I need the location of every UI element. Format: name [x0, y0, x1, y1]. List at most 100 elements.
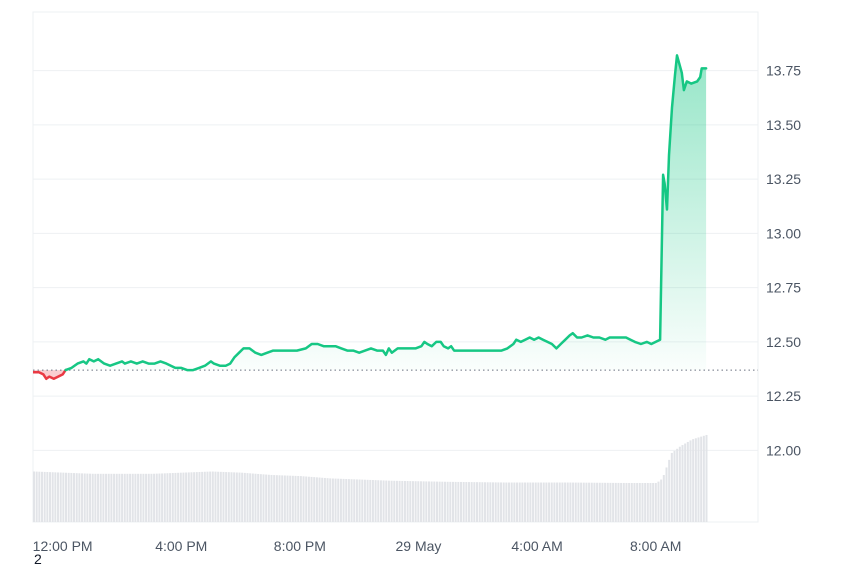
volume-bar: [590, 482, 593, 522]
volume-bar: [548, 482, 551, 522]
volume-bar: [670, 452, 673, 522]
volume-bar: [430, 481, 433, 522]
volume-bar: [694, 438, 697, 522]
volume-bar: [705, 434, 708, 522]
volume-bar: [622, 482, 625, 522]
volume-bar: [545, 482, 548, 522]
volume-bar: [577, 482, 580, 522]
volume-bar: [481, 482, 484, 522]
volume-bar: [422, 481, 425, 522]
volume-bar: [251, 473, 254, 522]
volume-bar: [313, 477, 316, 522]
y-tick-label: 13.50: [766, 117, 801, 133]
volume-bar: [265, 474, 268, 522]
volume-bar: [553, 482, 556, 522]
volume-bar: [454, 481, 457, 522]
volume-bar: [129, 473, 132, 522]
y-tick-label: 12.75: [766, 280, 801, 296]
volume-bar: [342, 478, 345, 522]
volume-bar: [147, 473, 150, 522]
volume-bar: [222, 471, 225, 522]
volume-bar: [110, 473, 113, 522]
volume-bar: [414, 481, 417, 522]
volume-bar: [526, 482, 529, 522]
volume-bar: [374, 480, 377, 522]
volume-bar: [574, 482, 577, 522]
volume-bar: [115, 473, 118, 522]
volume-bar: [697, 437, 700, 522]
volume-bar: [294, 475, 297, 522]
volume-bar: [142, 473, 145, 522]
volume-bar: [582, 482, 585, 522]
volume-bar: [494, 482, 497, 522]
y-tick-label: 13.00: [766, 225, 801, 241]
volume-bar: [371, 480, 374, 522]
volume-bar: [195, 472, 198, 522]
volume-bar: [62, 472, 65, 522]
volume-bar: [387, 480, 390, 522]
volume-bar: [307, 476, 310, 522]
volume-bar: [398, 480, 401, 522]
volume-bar: [201, 471, 204, 522]
area-up: [65, 55, 707, 371]
line-down-segment: [33, 368, 67, 381]
footnote-label: 2: [34, 551, 42, 567]
volume-bar: [550, 482, 553, 522]
volume-bar: [123, 473, 126, 522]
volume-bar: [350, 479, 353, 522]
volume-bar: [644, 482, 647, 522]
volume-bar: [67, 472, 70, 522]
volume-bar: [558, 482, 561, 522]
volume-bar: [625, 482, 628, 522]
x-tick-label: 29 May: [396, 538, 442, 554]
volume-bar: [70, 472, 73, 522]
volume-bar: [153, 473, 156, 522]
volume-bar: [57, 472, 60, 522]
volume-bar: [689, 440, 692, 522]
volume-bar: [638, 482, 641, 522]
volume-bar: [310, 476, 313, 522]
volume-bar: [203, 471, 206, 522]
volume-bar: [382, 480, 385, 522]
volume-bar: [443, 481, 446, 522]
volume-bar: [620, 482, 623, 522]
volume-bar: [492, 482, 495, 522]
volume-bar: [449, 481, 452, 522]
volume-bar: [537, 482, 540, 522]
y-tick-label: 12.00: [766, 442, 801, 458]
volume-bar: [214, 471, 217, 522]
volume-bar: [702, 435, 705, 522]
volume-bar: [684, 443, 687, 522]
volume-bar: [331, 478, 334, 522]
volume-bar: [75, 473, 78, 522]
volume-bar: [254, 473, 257, 522]
volume-bar: [179, 472, 182, 522]
x-tick-label: 4:00 PM: [155, 538, 207, 554]
volume-bar: [86, 473, 89, 522]
volume-bar: [145, 473, 148, 522]
volume-bar: [105, 473, 108, 522]
plot-frame: [32, 11, 759, 523]
volume-bar: [646, 482, 649, 522]
volume-bar: [233, 472, 236, 522]
volume-bar: [686, 441, 689, 522]
volume-bar: [662, 475, 665, 522]
volume-bar: [278, 475, 281, 522]
volume-bar: [166, 473, 169, 522]
volume-bar: [137, 473, 140, 522]
volume-bar: [462, 482, 465, 522]
volume-bar: [54, 472, 57, 522]
price-area: [33, 55, 707, 379]
volume-bar: [259, 474, 262, 522]
volume-bar: [524, 482, 527, 522]
volume-bar: [596, 482, 599, 522]
volume-bar: [131, 473, 134, 522]
volume-bar: [41, 471, 44, 522]
volume-bar: [283, 475, 286, 522]
volume-bar: [163, 473, 166, 522]
volume-bar: [700, 436, 703, 522]
volume-bar: [353, 479, 356, 522]
volume-bar: [273, 475, 276, 522]
volume-bar: [593, 482, 596, 522]
